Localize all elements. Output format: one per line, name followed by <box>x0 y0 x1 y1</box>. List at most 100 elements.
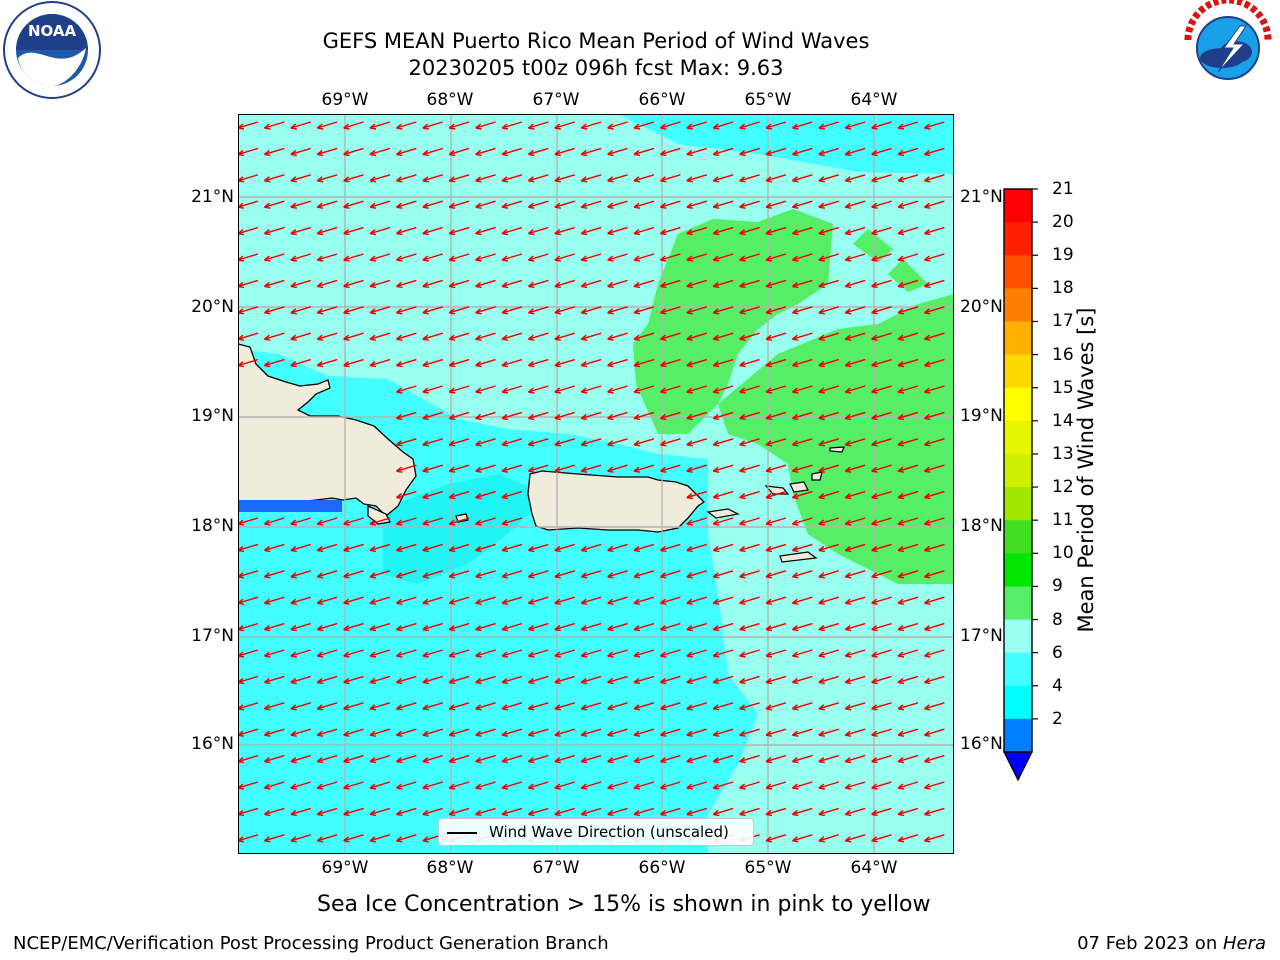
wave-direction-arrow <box>527 174 549 183</box>
wave-direction-arrow <box>343 675 364 685</box>
wave-direction-arrow <box>422 807 444 817</box>
wave-direction-arrow <box>686 253 708 262</box>
lon-label-bottom: 66°W <box>638 858 686 878</box>
wave-direction-arrow <box>739 200 760 209</box>
wave-direction-arrow <box>686 570 708 579</box>
wave-direction-arrow <box>871 596 892 605</box>
wave-direction-arrow <box>343 306 364 315</box>
wave-direction-arrow <box>686 596 708 605</box>
wave-direction-arrow <box>448 649 470 658</box>
wave-direction-arrow <box>923 517 945 526</box>
wave-direction-arrow <box>844 121 866 130</box>
lon-label-top: 67°W <box>532 90 580 110</box>
wave-direction-arrow <box>765 781 787 790</box>
wave-direction-arrow <box>871 754 892 764</box>
wave-direction-arrow <box>818 438 840 447</box>
field-band-6-8 <box>618 114 954 174</box>
wave-direction-arrow <box>739 253 760 262</box>
wave-direction-arrow <box>316 200 338 209</box>
lat-label-right: 18°N <box>960 516 1003 536</box>
wave-direction-arrow <box>765 728 787 737</box>
wave-direction-arrow <box>739 358 760 368</box>
wave-direction-arrow <box>844 464 866 473</box>
wave-direction-arrow <box>448 622 470 632</box>
field-band-4-6 <box>383 474 538 584</box>
wave-direction-arrow <box>343 147 364 157</box>
wave-direction-arrow <box>475 121 496 130</box>
wave-direction-arrow <box>712 200 734 209</box>
land-st-croix <box>779 551 818 563</box>
wave-direction-arrow <box>316 253 338 262</box>
footer-date: 07 Feb 2023 on Hera <box>1077 933 1266 955</box>
wave-direction-arrow <box>659 649 681 658</box>
wave-direction-arrow <box>791 781 813 790</box>
wave-direction-arrow <box>659 332 681 341</box>
wave-direction-arrow <box>765 200 787 209</box>
wave-direction-arrow <box>527 649 549 658</box>
wave-direction-arrow <box>765 332 787 341</box>
wave-direction-arrow <box>686 702 708 711</box>
wave-direction-arrow <box>844 702 866 711</box>
wave-direction-arrow <box>712 306 734 315</box>
wave-direction-arrow <box>343 279 364 289</box>
wave-direction-arrow <box>422 596 444 605</box>
wave-direction-arrow <box>607 306 628 315</box>
wave-direction-arrow <box>897 596 919 605</box>
wave-direction-arrow <box>818 279 840 289</box>
wave-direction-arrow <box>818 147 840 157</box>
wave-direction-arrow <box>844 147 866 157</box>
wave-direction-arrow <box>475 279 496 289</box>
wave-direction-arrow <box>554 332 576 341</box>
wave-direction-arrow <box>501 702 523 711</box>
wave-direction-arrow <box>659 781 681 790</box>
wave-direction-arrow <box>316 543 338 553</box>
wave-direction-arrow <box>923 174 945 183</box>
noaa-logo: NOAA <box>2 0 102 104</box>
wave-direction-arrow <box>659 358 681 368</box>
wave-direction-arrow <box>422 517 444 526</box>
wave-direction-arrow <box>580 200 602 209</box>
wave-direction-arrow <box>923 464 945 473</box>
wave-direction-arrow <box>554 411 576 421</box>
wave-direction-arrow <box>659 622 681 632</box>
wave-direction-arrow <box>290 121 312 130</box>
wave-direction-arrow <box>395 543 417 553</box>
wind-wave-direction-arrows <box>237 121 945 843</box>
wave-direction-arrow <box>686 464 708 473</box>
colorbar-band <box>1004 453 1032 488</box>
wave-direction-arrow <box>448 358 470 368</box>
wave-direction-arrow <box>712 754 734 764</box>
wave-direction-arrow <box>369 253 391 262</box>
wave-direction-arrow <box>448 332 470 341</box>
wave-direction-arrow <box>739 385 760 394</box>
wave-direction-arrow <box>765 675 787 685</box>
wave-direction-arrow <box>686 728 708 737</box>
wave-direction-arrow <box>501 622 523 632</box>
wave-direction-arrow <box>739 622 760 632</box>
wave-direction-arrow <box>633 570 655 579</box>
colorbar-tick-label: 17 <box>1052 311 1074 332</box>
wave-direction-arrow <box>659 226 681 236</box>
wave-direction-arrow <box>607 226 628 236</box>
wave-direction-arrow <box>395 570 417 579</box>
wave-direction-arrow <box>791 807 813 817</box>
wave-direction-arrow <box>897 121 919 130</box>
wave-direction-arrow <box>633 781 655 790</box>
wave-direction-arrow <box>290 332 312 341</box>
wave-direction-arrow <box>633 675 655 685</box>
wave-direction-arrow <box>290 226 312 236</box>
wave-direction-arrow <box>897 490 919 500</box>
wave-direction-arrow <box>923 121 945 130</box>
wave-direction-arrow <box>791 253 813 262</box>
wave-direction-arrow <box>554 622 576 632</box>
wave-direction-arrow <box>712 279 734 289</box>
colorbar-band <box>1004 222 1032 256</box>
wave-direction-arrow <box>844 411 866 421</box>
wave-direction-arrow <box>316 570 338 579</box>
wave-direction-arrow <box>343 121 364 130</box>
wave-direction-arrow <box>369 570 391 579</box>
wave-direction-arrow <box>395 121 417 130</box>
noaa-logo-text: NOAA <box>28 22 77 40</box>
wave-direction-arrow <box>290 358 312 368</box>
wave-direction-arrow <box>501 517 523 526</box>
